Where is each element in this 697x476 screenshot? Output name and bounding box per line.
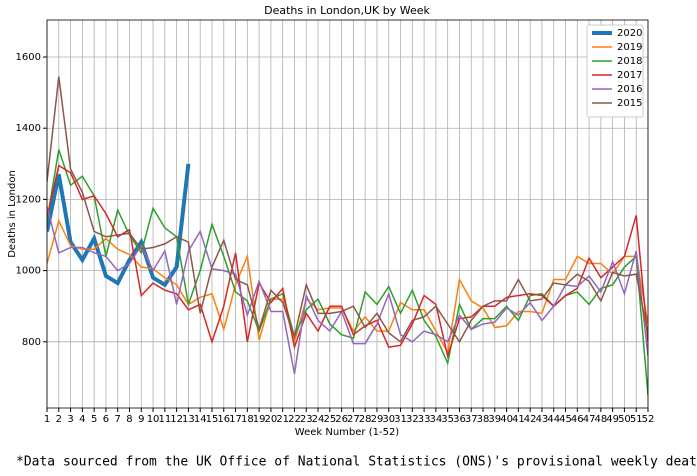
x-tick-label: 38 bbox=[477, 414, 490, 425]
x-tick-label: 41 bbox=[512, 414, 525, 425]
series-line bbox=[47, 76, 648, 344]
x-tick-label: 52 bbox=[642, 414, 655, 425]
legend-label: 2019 bbox=[617, 42, 642, 53]
x-tick-label: 5 bbox=[91, 414, 97, 425]
legend-box bbox=[586, 24, 644, 118]
plot-frame bbox=[46, 19, 649, 409]
y-tick-label: 1600 bbox=[16, 52, 41, 63]
x-tick-label: 3 bbox=[67, 414, 73, 425]
series-line bbox=[47, 164, 648, 359]
x-axis-label: Week Number (1-52) bbox=[295, 427, 400, 438]
y-tick-label: 1400 bbox=[16, 123, 41, 134]
y-axis-label: Deaths in London bbox=[7, 170, 18, 258]
x-tick-label: 27 bbox=[347, 414, 360, 425]
x-tick-label: 51 bbox=[630, 414, 643, 425]
legend-label: 2015 bbox=[617, 98, 642, 109]
x-tick-label: 2 bbox=[56, 414, 62, 425]
series-line bbox=[47, 218, 648, 355]
y-tick-label: 1000 bbox=[16, 266, 41, 277]
x-tick-label: 16 bbox=[217, 414, 230, 425]
x-tick-label: 37 bbox=[465, 414, 478, 425]
x-tick-label: 22 bbox=[288, 414, 301, 425]
x-tick-label: 48 bbox=[594, 414, 607, 425]
x-tick-label: 6 bbox=[103, 414, 109, 425]
x-tick-label: 15 bbox=[206, 414, 219, 425]
x-tick-label: 12 bbox=[170, 414, 183, 425]
x-tick-label: 49 bbox=[606, 414, 619, 425]
x-tick-label: 36 bbox=[453, 414, 466, 425]
legend-label: 2018 bbox=[617, 56, 642, 67]
x-tick-label: 29 bbox=[371, 414, 384, 425]
x-tick-label: 8 bbox=[126, 414, 132, 425]
x-tick-label: 10 bbox=[147, 414, 160, 425]
x-tick-label: 40 bbox=[500, 414, 513, 425]
x-tick-label: 20 bbox=[265, 414, 278, 425]
x-tick-label: 23 bbox=[300, 414, 313, 425]
y-tick-label: 800 bbox=[22, 337, 41, 348]
x-tick-label: 17 bbox=[229, 414, 242, 425]
x-tick-label: 7 bbox=[115, 414, 121, 425]
x-tick-label: 30 bbox=[382, 414, 395, 425]
x-tick-label: 47 bbox=[583, 414, 596, 425]
x-tick-label: 28 bbox=[359, 414, 372, 425]
series-line bbox=[47, 206, 648, 374]
x-tick-label: 13 bbox=[182, 414, 195, 425]
x-tick-label: 32 bbox=[406, 414, 419, 425]
x-tick-label: 18 bbox=[241, 414, 254, 425]
x-tick-label: 24 bbox=[312, 414, 325, 425]
x-tick-label: 33 bbox=[418, 414, 431, 425]
x-tick-label: 25 bbox=[323, 414, 336, 425]
series-line bbox=[47, 163, 191, 288]
x-tick-label: 11 bbox=[158, 414, 171, 425]
x-tick-label: 44 bbox=[547, 414, 560, 425]
x-tick-label: 31 bbox=[394, 414, 407, 425]
x-tick-label: 50 bbox=[618, 414, 631, 425]
x-tick-label: 45 bbox=[559, 414, 572, 425]
legend-label: 2016 bbox=[617, 84, 642, 95]
x-tick-label: 43 bbox=[536, 414, 549, 425]
x-tick-label: 42 bbox=[524, 414, 537, 425]
x-tick-label: 9 bbox=[138, 414, 144, 425]
x-tick-label: 34 bbox=[430, 414, 443, 425]
x-tick-label: 39 bbox=[488, 414, 501, 425]
chart-title: Deaths in London,UK by Week bbox=[264, 4, 430, 17]
x-tick-label: 1 bbox=[44, 414, 50, 425]
y-tick-label: 1200 bbox=[16, 194, 41, 205]
x-tick-label: 4 bbox=[79, 414, 85, 425]
x-tick-label: 46 bbox=[571, 414, 584, 425]
legend-label: 2020 bbox=[617, 28, 642, 39]
legend-label: 2017 bbox=[617, 70, 642, 81]
x-tick-label: 21 bbox=[276, 414, 289, 425]
x-tick-label: 26 bbox=[335, 414, 348, 425]
x-tick-label: 19 bbox=[253, 414, 266, 425]
x-tick-label: 35 bbox=[441, 414, 454, 425]
x-tick-label: 14 bbox=[194, 414, 207, 425]
footnote: *Data sourced from the UK Office of Nati… bbox=[16, 455, 697, 470]
